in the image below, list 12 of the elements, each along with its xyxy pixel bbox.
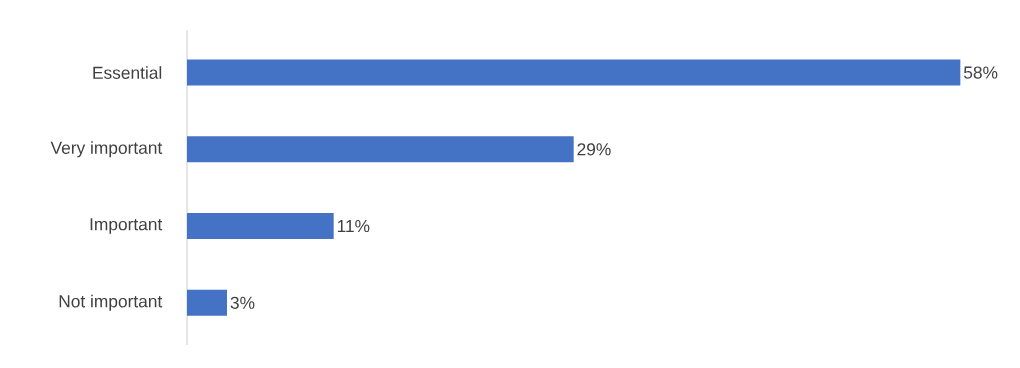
y-tick-label: Not important bbox=[59, 294, 163, 311]
data-label: 29% bbox=[577, 143, 611, 156]
bar bbox=[187, 136, 574, 163]
bar bbox=[187, 213, 334, 240]
data-label: 58% bbox=[963, 66, 998, 79]
bar bbox=[187, 289, 228, 316]
y-tick-label: Important bbox=[90, 218, 163, 234]
y-tick-label: Essential bbox=[93, 66, 162, 79]
data-label: 11% bbox=[337, 219, 370, 233]
bar bbox=[187, 59, 961, 86]
y-tick-label: Very important bbox=[50, 141, 163, 158]
data-label: 3% bbox=[230, 296, 255, 309]
